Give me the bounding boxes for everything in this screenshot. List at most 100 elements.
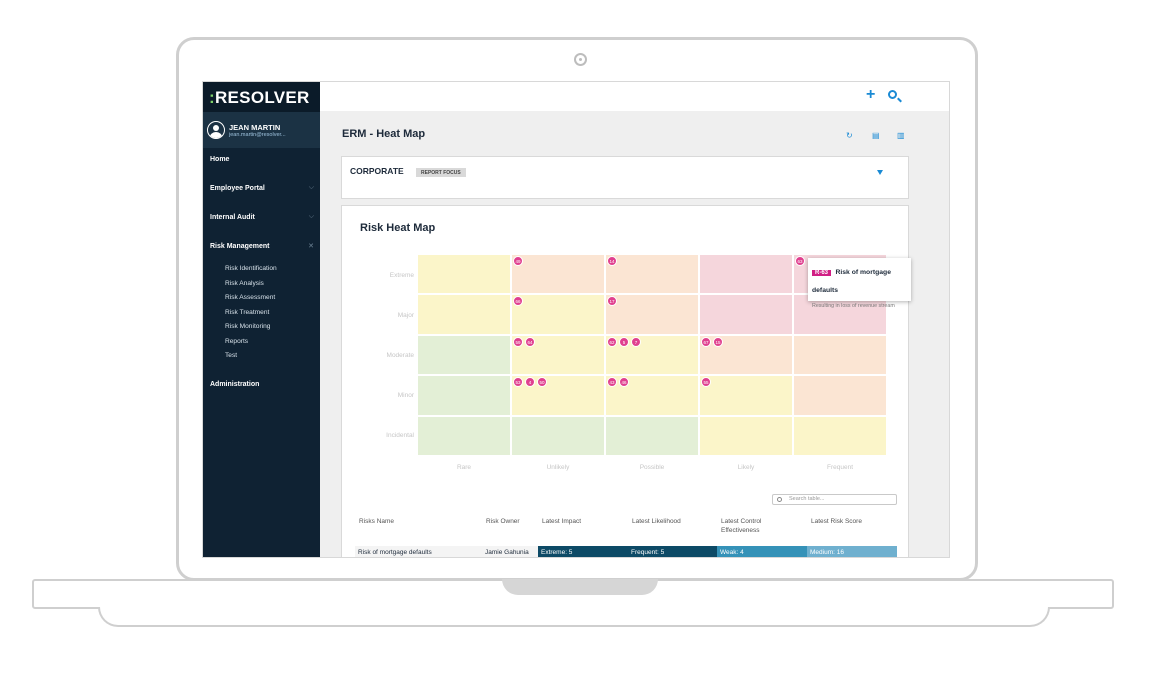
user-name: JEAN MARTIN: [229, 122, 281, 132]
risk-tooltip: R-63 Risk of mortgage defaults Resulting…: [808, 258, 911, 309]
refresh-icon[interactable]: ↻: [846, 131, 853, 140]
sidebar-item-reports[interactable]: Reports: [225, 338, 249, 345]
tooltip-risk-description: Resulting in loss of revenue stream: [812, 303, 895, 309]
search-icon[interactable]: [888, 90, 897, 99]
sidebar-item-risk-monitoring[interactable]: Risk Monitoring: [225, 323, 271, 330]
heat-map-cell[interactable]: [417, 334, 511, 376]
nav-item-employee-portal[interactable]: Employee Portal ⌵: [210, 184, 314, 192]
y-label-extreme: Extreme: [389, 272, 414, 279]
risk-marker[interactable]: 53: [513, 377, 523, 388]
chevron-down-icon: ⌵: [308, 184, 314, 191]
resolver-logo[interactable]: :RESOLVER: [203, 82, 320, 112]
logo-colon: :: [209, 88, 215, 107]
nav-label: Risk Management: [210, 243, 270, 250]
sidebar-item-risk-analysis[interactable]: Risk Analysis: [225, 280, 264, 287]
x-label-frequent: Frequent: [826, 464, 854, 471]
risk-marker[interactable]: 46: [619, 377, 629, 388]
risk-marker[interactable]: 15: [713, 336, 723, 347]
heat-map-cell[interactable]: [699, 294, 793, 335]
heat-map-cell[interactable]: [417, 375, 511, 416]
heat-map-cell[interactable]: [605, 294, 699, 335]
heat-map-cell[interactable]: [793, 294, 887, 335]
nav-item-home[interactable]: Home: [210, 156, 314, 163]
filter-icon[interactable]: [877, 170, 883, 175]
export-icon[interactable]: ▤: [872, 131, 880, 140]
y-label-incidental: Incidental: [386, 432, 414, 439]
x-label-possible: Possible: [639, 464, 665, 471]
search-icon: [777, 497, 782, 502]
nav-item-internal-audit[interactable]: Internal Audit ⌵: [210, 213, 314, 221]
cell-latest-risk-score: Medium: 16: [807, 546, 897, 557]
column-header-latest-impact[interactable]: Latest Impact: [542, 518, 582, 525]
heat-map-cell[interactable]: [605, 254, 699, 295]
nav-label: Home: [210, 156, 230, 163]
nav-item-administration[interactable]: Administration: [210, 381, 314, 388]
x-label-rare: Rare: [456, 464, 472, 471]
nav-item-risk-management[interactable]: Risk Management ✕: [210, 243, 314, 250]
logo-text: RESOLVER: [214, 88, 310, 107]
nav-label: Internal Audit: [210, 214, 255, 221]
risk-marker[interactable]: 7: [631, 336, 641, 347]
table-search-placeholder: Search table...: [789, 496, 825, 502]
heat-map-cell[interactable]: [417, 294, 511, 335]
chevron-down-icon: ⌵: [308, 213, 314, 220]
sidebar-item-risk-identification[interactable]: Risk Identification: [225, 265, 277, 272]
risk-marker[interactable]: 14: [607, 256, 617, 266]
heat-map-cell[interactable]: [511, 294, 605, 335]
risk-marker[interactable]: 50: [537, 377, 547, 388]
risk-marker[interactable]: 66: [513, 296, 523, 307]
cell-latest-impact: Extreme: 5: [538, 546, 628, 557]
user-email: jean.martin@resolver...: [229, 131, 286, 138]
heat-map-cell[interactable]: [793, 334, 887, 376]
risk-marker[interactable]: 62: [607, 336, 617, 347]
heat-map-cell[interactable]: [699, 375, 793, 416]
risk-marker[interactable]: 64: [525, 336, 535, 347]
nav-label: Employee Portal: [210, 185, 265, 192]
risk-marker[interactable]: 43: [607, 377, 617, 388]
risk-marker[interactable]: 63: [795, 256, 805, 266]
heat-map-cell[interactable]: [511, 254, 605, 295]
page-title: ERM - Heat Map: [342, 128, 426, 140]
heat-map-cell[interactable]: [417, 415, 511, 456]
heat-map-cell[interactable]: [793, 415, 887, 456]
risk-marker[interactable]: 4: [525, 377, 535, 388]
heat-map-cell[interactable]: [417, 254, 511, 295]
collapse-icon: ✕: [308, 243, 314, 250]
report-focus-panel: CORPORATE REPORT FOCUS: [341, 156, 909, 199]
table-row[interactable]: Risk of mortgage defaults Jamie Gahunia …: [355, 546, 897, 557]
heat-map-cell[interactable]: [699, 254, 793, 295]
laptop-notch: [502, 579, 658, 595]
heat-map-cell[interactable]: [699, 415, 793, 456]
sidebar-item-test[interactable]: Test: [225, 352, 238, 359]
heat-map-cell[interactable]: [511, 415, 605, 456]
column-header-risk-owner[interactable]: Risk Owner: [486, 518, 520, 525]
column-header-risks-name[interactable]: Risks Name: [359, 518, 395, 525]
heat-map-cell[interactable]: [793, 375, 887, 416]
column-header-latest-risk-score[interactable]: Latest Risk Score: [811, 518, 862, 525]
heat-map-grid: 49 14 63 66 17 59 64 62 5 7 67 15 53 4 50 43 46 55: [417, 254, 887, 456]
plus-icon[interactable]: +: [866, 86, 876, 103]
column-header-latest-likelihood[interactable]: Latest Likelihood: [632, 518, 681, 525]
sidebar-item-risk-treatment[interactable]: Risk Treatment: [225, 309, 270, 316]
risk-marker[interactable]: 59: [513, 336, 523, 347]
risk-marker[interactable]: 67: [701, 336, 711, 347]
document-icon[interactable]: ▥: [897, 131, 905, 140]
risk-marker[interactable]: 55: [701, 377, 711, 388]
heat-map-panel: Risk Heat Map Extreme Major Moderate Min…: [341, 205, 911, 557]
nav-label: Administration: [210, 381, 260, 388]
risk-marker[interactable]: 17: [607, 296, 617, 307]
column-header-latest-control-effectiveness[interactable]: Latest Control Effectiveness: [721, 518, 762, 534]
risk-marker[interactable]: 5: [619, 336, 629, 347]
heat-map-cell[interactable]: [605, 415, 699, 456]
user-profile[interactable]: JEAN MARTIN jean.martin@resolver...: [203, 112, 320, 148]
y-label-moderate: Moderate: [386, 352, 414, 359]
app-screen: :RESOLVER JEAN MARTIN jean.martin@resolv…: [202, 81, 950, 558]
laptop-base-lower: [98, 607, 1050, 627]
top-bar: +: [320, 82, 949, 111]
table-search-input[interactable]: Search table...: [772, 494, 897, 505]
risk-marker[interactable]: 49: [513, 256, 523, 266]
heat-map-title: Risk Heat Map: [360, 222, 436, 234]
sidebar-item-risk-assessment[interactable]: Risk Assessment: [225, 294, 276, 301]
tooltip-risk-title: Risk of mortgage defaults: [812, 269, 891, 294]
